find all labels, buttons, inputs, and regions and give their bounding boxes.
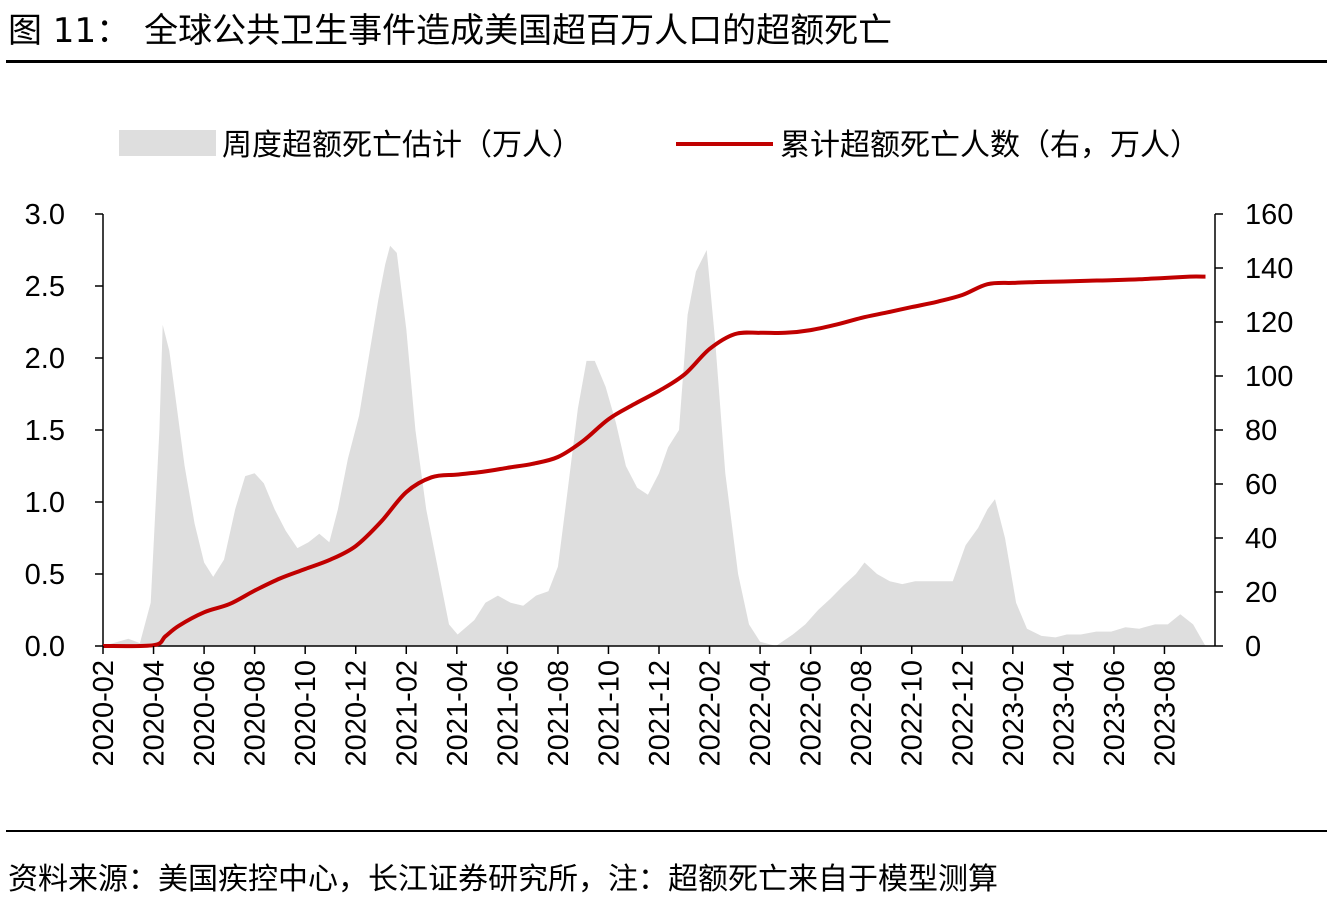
left-tick-label: 2.5: [25, 271, 65, 303]
cumulative-line-layer: [102, 274, 1206, 649]
x-tick-label: 2021-04: [442, 660, 474, 766]
left-tick-label: 2.0: [25, 343, 65, 375]
left-tick-label: 0.0: [25, 631, 65, 663]
right-tick-label: 80: [1245, 415, 1277, 447]
legend-label-area: 周度超额死亡估计（万人）: [222, 128, 582, 163]
x-tick-label: 2020-12: [341, 660, 373, 766]
weekly-area-layer: [103, 245, 1206, 646]
weekly-excess-death-area: [103, 245, 1206, 646]
x-tick-label: 2023-06: [1099, 660, 1131, 766]
left-tick-label: 1.0: [25, 487, 65, 519]
x-tick-label: 2022-04: [745, 660, 777, 766]
figure-label: 图 11：: [8, 11, 131, 51]
x-tick-label: 2020-10: [290, 660, 322, 766]
x-tick-label: 2020-02: [88, 660, 120, 766]
x-tick-label: 2022-02: [695, 660, 727, 766]
x-tick-label: 2021-02: [391, 660, 423, 766]
chart-title: 图 11： 全球公共卫生事件造成美国超百万人口的超额死亡: [8, 8, 892, 54]
x-tick-label: 2021-08: [543, 660, 575, 766]
right-tick-label: 140: [1245, 253, 1293, 285]
x-tick-label: 2022-08: [846, 660, 878, 766]
legend-label-line: 累计超额死亡人数（右，万人）: [780, 128, 1200, 163]
x-tick-label: 2020-06: [189, 660, 221, 766]
right-tick-label: 20: [1245, 577, 1277, 609]
x-tick-label: 2021-06: [492, 660, 524, 766]
source-note: 资料来源：美国疾控中心，长江证券研究所，注：超额死亡来自于模型测算: [8, 862, 998, 897]
x-tick-label: 2020-04: [139, 660, 171, 766]
left-axis-ticks: 0.0 0.5 1.0 1.5 2.0 2.5 3.0: [25, 199, 103, 663]
left-tick-label: 3.0: [25, 199, 65, 231]
right-tick-label: 0: [1245, 631, 1261, 663]
right-tick-label: 160: [1245, 199, 1293, 231]
top-rule: [6, 60, 1327, 63]
left-tick-label: 1.5: [25, 415, 65, 447]
x-tick-label: 2022-06: [796, 660, 828, 766]
bottom-rule: [6, 830, 1327, 832]
x-tick-label: 2023-04: [1048, 660, 1080, 766]
x-tick-label: 2021-10: [593, 660, 625, 766]
right-tick-label: 100: [1245, 361, 1293, 393]
x-tick-label: 2022-12: [947, 660, 979, 766]
x-tick-label: 2021-12: [644, 660, 676, 766]
x-tick-label: 2023-08: [1149, 660, 1181, 766]
right-tick-label: 120: [1245, 307, 1293, 339]
x-axis-ticks: 2020-02 2020-04 2020-06 2020-08 2020-10 2020-…: [88, 646, 1181, 766]
x-tick-label: 2020-08: [240, 660, 272, 766]
chart-svg: 周度超额死亡估计（万人） 累计超额死亡人数（右，万人） 0.0 0.5 1.0 1.5…: [25, 128, 1294, 766]
right-tick-label: 40: [1245, 523, 1277, 555]
cumulative-excess-death-line: [102, 274, 1206, 649]
legend-swatch-area: [119, 130, 216, 156]
legend: 周度超额死亡估计（万人） 累计超额死亡人数（右，万人）: [119, 128, 1200, 163]
left-tick-label: 0.5: [25, 559, 65, 591]
right-axis-ticks: 0 20 40 60 80 100 120 140 160: [1215, 199, 1293, 663]
right-tick-label: 60: [1245, 469, 1277, 501]
x-tick-label: 2023-02: [998, 660, 1030, 766]
x-tick-label: 2022-10: [897, 660, 929, 766]
figure-title-text: 全球公共卫生事件造成美国超百万人口的超额死亡: [144, 11, 893, 51]
